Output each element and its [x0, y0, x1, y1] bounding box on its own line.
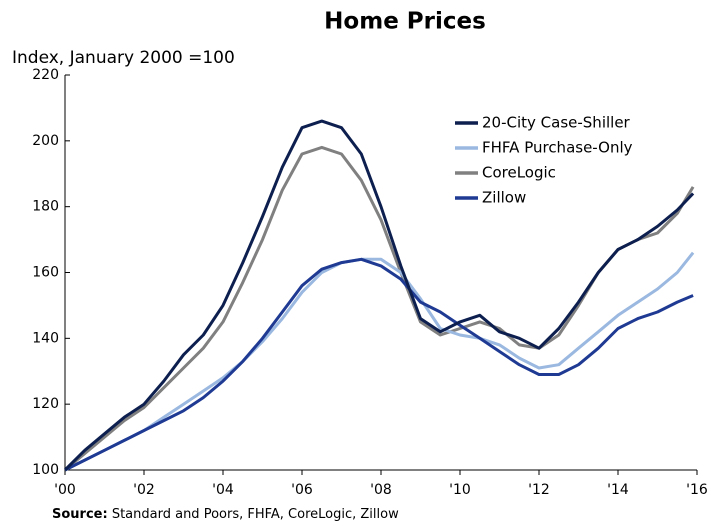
x-tick-label: '00	[54, 482, 76, 498]
series-line	[64, 251, 695, 472]
y-tick-label: 120	[32, 396, 59, 412]
source: Source: Standard and Poors, FHFA, CoreLo…	[52, 507, 399, 522]
legend-label: Zillow	[482, 189, 526, 207]
x-tick-label: '16	[686, 482, 708, 498]
legend-label: CoreLogic	[482, 164, 556, 182]
source-label: Source:	[52, 507, 108, 522]
x-tick-label: '08	[370, 482, 392, 498]
y-axis-label: Index, January 2000 =100	[12, 48, 235, 68]
x-tick-label: '14	[607, 482, 629, 498]
y-tick-label: 200	[32, 133, 59, 149]
x-tick-label: '10	[449, 482, 471, 498]
series-line	[64, 257, 694, 472]
x-tick-label: '12	[528, 482, 550, 498]
x-tick-label: '06	[291, 482, 313, 498]
y-tick-label: 100	[32, 462, 59, 478]
legend-label: FHFA Purchase-Only	[482, 139, 633, 157]
y-tick-label: 220	[32, 67, 59, 83]
source-text: Standard and Poors, FHFA, CoreLogic, Zil…	[112, 507, 399, 522]
y-tick-label: 160	[32, 265, 59, 281]
legend-label: 20-City Case-Shiller	[482, 114, 631, 132]
chart-title: Home Prices	[324, 9, 486, 35]
y-tick-label: 180	[32, 199, 59, 215]
y-tick-label: 140	[32, 330, 59, 346]
x-tick-label: '02	[133, 482, 155, 498]
x-tick-label: '04	[212, 482, 234, 498]
series-line	[63, 119, 695, 472]
